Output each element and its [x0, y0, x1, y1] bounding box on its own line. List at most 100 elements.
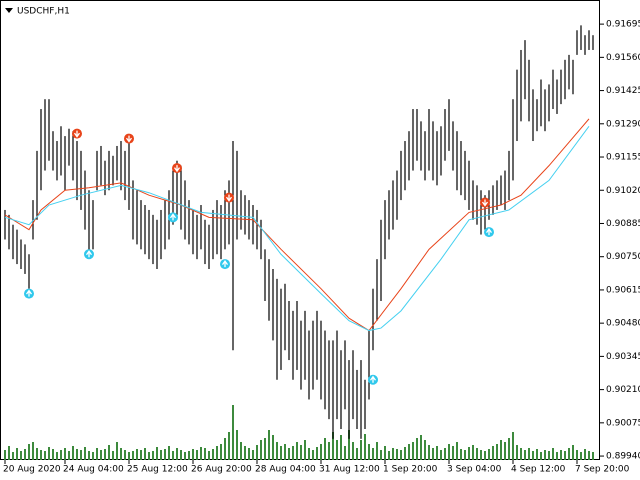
volume-bar [4, 450, 6, 460]
volume-bar [128, 452, 130, 460]
y-tick-label: 0.90345 [606, 352, 640, 362]
volume-bar [216, 446, 218, 460]
signal-glyph [173, 165, 181, 173]
volume-bar [516, 445, 518, 460]
chart-title: USDCHF,H1 [17, 7, 70, 17]
volume-bar [428, 445, 430, 460]
volume-bar [436, 446, 438, 460]
volume-bar [80, 450, 82, 460]
volume-bar [452, 446, 454, 460]
volume-bar [456, 442, 458, 460]
volume-bar [476, 448, 478, 460]
volume-bar [176, 448, 178, 460]
signal-glyph [85, 250, 93, 258]
volume-bar [136, 449, 138, 460]
volume-bar [100, 450, 102, 460]
volume-bar [300, 445, 302, 460]
volume-bar [380, 450, 382, 460]
y-tick-label: 0.90885 [606, 219, 640, 229]
y-tick-label: 0.91560 [606, 53, 640, 63]
signal-glyph [225, 194, 233, 202]
symbol-menu-arrow[interactable] [5, 8, 13, 13]
volume-bar [576, 450, 578, 460]
volume-bar [552, 448, 554, 460]
x-tick-label: 7 Sep 20:00 [575, 465, 630, 475]
volume-bar [312, 450, 314, 460]
volume-bar [168, 446, 170, 460]
volume-bar [556, 452, 558, 460]
volume-bar [404, 447, 406, 460]
volume-bar [36, 448, 38, 460]
volume-bar [96, 448, 98, 460]
volume-bar [392, 448, 394, 460]
volume-bar [344, 446, 346, 460]
volume-bar [532, 451, 534, 460]
signal-arrow [24, 288, 34, 299]
signal-arrow [220, 259, 230, 270]
signal-arrow [484, 227, 494, 238]
volume-bar [48, 447, 50, 460]
x-tick-label: 20 Aug 2020 [3, 465, 61, 475]
volume-bar [496, 444, 498, 460]
volume-bar [32, 442, 34, 460]
volume-bar [12, 452, 14, 460]
volume-bar [488, 449, 490, 460]
volume-bar [448, 444, 450, 460]
volume-bar [140, 450, 142, 460]
volume-bar [540, 452, 542, 460]
volume-bar [180, 450, 182, 460]
volume-bar [588, 451, 590, 460]
y-tick-label: 0.89940 [606, 452, 640, 462]
y-tick-label: 0.91290 [606, 119, 640, 129]
signal-arrow [224, 192, 234, 203]
volume-bar [172, 451, 174, 460]
volume-bar [340, 435, 342, 460]
x-tick-label: 26 Aug 20:00 [191, 465, 252, 475]
y-tick-label: 0.91425 [606, 86, 640, 96]
signal-glyph [221, 259, 229, 268]
volume-bar [192, 449, 194, 460]
volume-bar [152, 451, 154, 460]
volume-bar [492, 446, 494, 460]
signal-arrow [480, 197, 490, 208]
signal-glyph [169, 213, 177, 221]
volume-bar [484, 451, 486, 460]
signal-arrow [168, 212, 178, 223]
volume-bar [160, 450, 162, 460]
volume-bar [64, 448, 66, 460]
volume-bar [236, 430, 238, 460]
y-tick-label: 0.90750 [606, 252, 640, 262]
volume-bar [188, 451, 190, 460]
y-tick-label: 0.90210 [606, 385, 640, 395]
volume-bar [572, 445, 574, 460]
x-tick-label: 25 Aug 12:00 [127, 465, 188, 475]
y-tick-label: 0.90480 [606, 319, 640, 329]
volume-bar [432, 448, 434, 460]
volume-bar [228, 432, 230, 460]
volume-bar [348, 430, 350, 460]
volume-bar [568, 448, 570, 460]
volume-bar [560, 450, 562, 460]
volume-bar [132, 451, 134, 460]
volume-bar [272, 435, 274, 460]
volume-bar [208, 451, 210, 460]
volume-bar [260, 440, 262, 460]
signal-arrow [368, 374, 378, 385]
x-tick-label: 24 Aug 04:00 [63, 465, 124, 475]
volume-bar [584, 449, 586, 460]
volume-bar [8, 446, 10, 460]
volume-bar [504, 442, 506, 460]
signal-arrow [72, 128, 82, 139]
volume-bar [508, 438, 510, 460]
volume-bar [200, 447, 202, 460]
volume-bar [564, 451, 566, 460]
volume-bar [528, 448, 530, 460]
volume-bar [336, 440, 338, 460]
volume-bar [324, 438, 326, 460]
volume-bar [412, 442, 414, 460]
volume-bar [148, 452, 150, 460]
y-tick-label: 0.90615 [606, 285, 640, 295]
volume-bar [400, 450, 402, 460]
y-tick-label: 0.91020 [606, 186, 640, 196]
